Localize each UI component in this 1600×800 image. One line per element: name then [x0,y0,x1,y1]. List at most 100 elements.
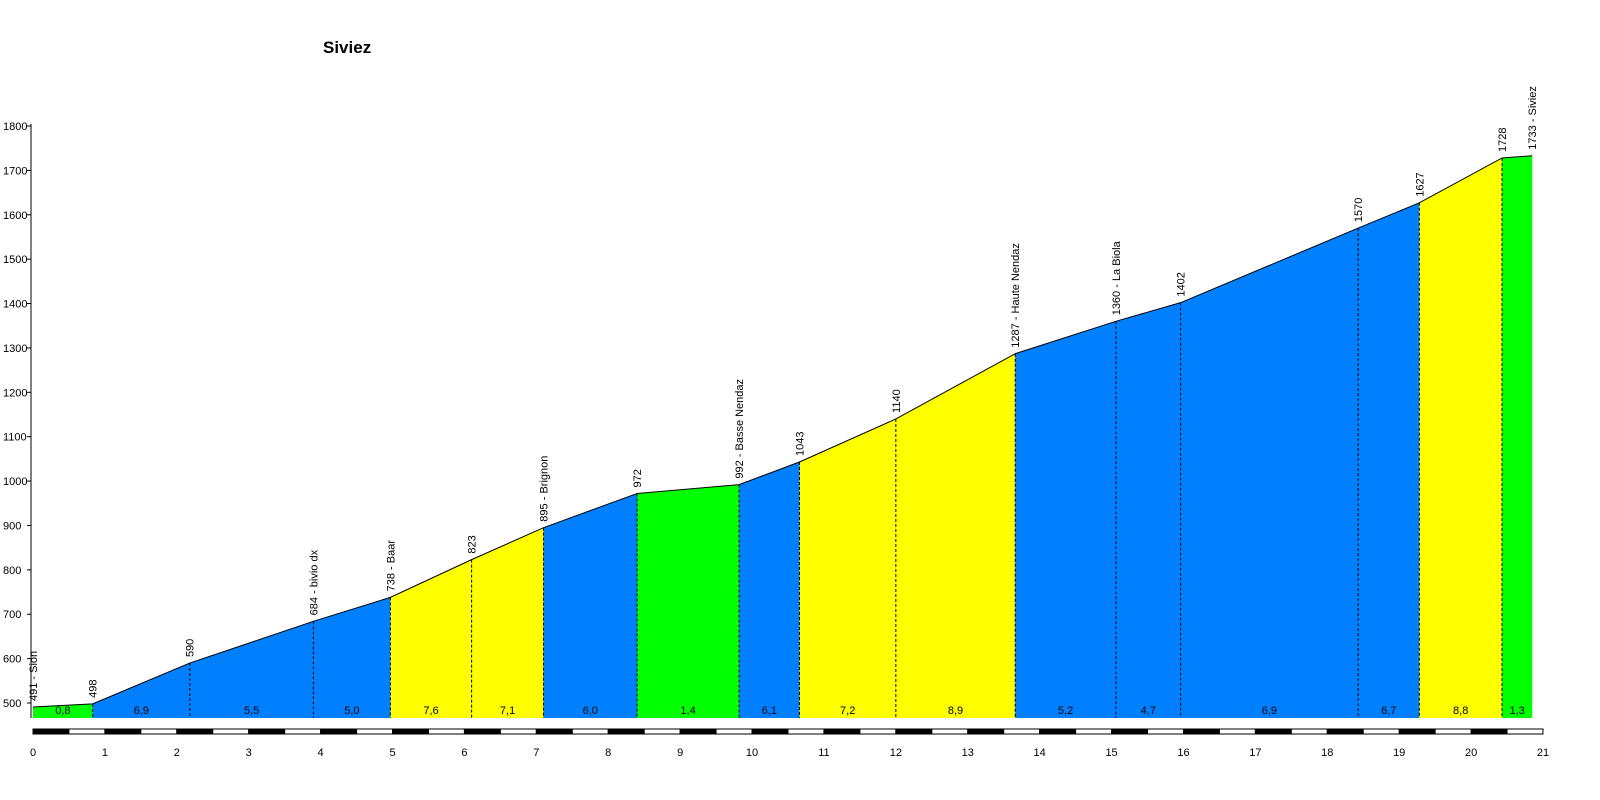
y-tick-label: 1800 [3,121,27,133]
scale-bar-block [1111,728,1149,735]
segment-area [313,597,391,718]
scale-bar-block [392,728,429,735]
scale-bar-block [1506,728,1544,735]
point-label: 1728 [1497,127,1509,151]
scale-bar-block [823,728,861,735]
point-label: 992 - Basse Nendaz [734,379,746,479]
segment-area [1419,157,1503,719]
scale-bar-block [1362,728,1400,735]
gradient-label: 6,0 [583,705,598,717]
x-tick-label: 4 [318,747,324,759]
segment-area [637,484,740,718]
scale-bar-block [1003,728,1041,735]
scale-bar-block [571,728,609,735]
gradient-label: 7,1 [500,705,515,717]
scale-bar-block [787,728,825,735]
scale-bar-block [967,728,1005,735]
point-label: 895 - Brignon [539,456,551,522]
gradient-label: 6,9 [134,705,149,717]
y-tick-label: 900 [3,520,21,532]
y-tick-label: 1200 [3,387,27,399]
gradient-label: 8,8 [1453,705,1468,717]
scale-bar-block [1075,728,1113,735]
segment-area [799,418,896,718]
scale-bar-block [1290,728,1328,735]
scale-bar-block [1434,728,1472,735]
segment-area [1180,228,1359,719]
scale-bar-block [176,728,214,735]
x-tick-label: 12 [890,747,902,759]
segment-area [471,527,544,718]
point-label: 1140 [891,389,903,413]
point-label: 1360 - La Biola [1111,240,1123,315]
scale-bar-block [535,728,573,735]
x-tick-label: 1 [102,747,108,759]
scale-bar-block [643,728,681,735]
x-tick-label: 8 [605,747,611,759]
point-label: 1043 [795,432,807,456]
point-label: 972 [632,469,644,487]
gradient-label: 6,9 [1262,705,1277,717]
segment-area [189,621,314,718]
point-label: 1733 - Siviez [1527,86,1539,150]
scale-bar-block [499,728,537,735]
y-tick-label: 1500 [3,254,27,266]
point-label: 590 [185,639,197,657]
x-tick-label: 15 [1105,747,1117,759]
gradient-label: 6,7 [1381,705,1396,717]
scale-bar-block [248,728,286,735]
x-tick-label: 13 [962,747,974,759]
point-label: 1627 [1414,172,1426,196]
gradient-label: 6,1 [762,705,777,717]
segment-area [1502,155,1533,719]
scale-bar-block [679,728,717,735]
point-label: 498 [88,680,100,698]
gradient-label: 1,4 [680,705,695,717]
scale-bar-block [895,728,933,735]
segment-area [543,493,637,718]
gradient-label: 1,3 [1509,705,1524,717]
x-tick-label: 21 [1537,747,1549,759]
segment-area [33,703,93,718]
scale-bar-block [104,728,142,735]
x-tick-label: 9 [677,747,683,759]
scale-bar-block [1398,728,1436,735]
segment-area [92,663,190,718]
scale-bar-block [931,728,969,735]
scale-bar-block [1254,728,1292,735]
scale-bar-block [1039,728,1077,735]
segment-area [1115,302,1181,718]
x-tick-label: 19 [1393,747,1405,759]
scale-bar-block [1470,728,1508,735]
gradient-label: 7,2 [840,705,855,717]
scale-bar-block [212,728,250,735]
y-tick-label: 500 [3,698,21,710]
segment-area [739,461,800,718]
y-tick-label: 1100 [3,432,27,444]
x-tick-label: 7 [533,747,539,759]
scale-bar-block [715,728,753,735]
scale-bar-block [140,728,178,735]
scale-bar-block [859,728,897,735]
scale-bar-block [1218,728,1256,735]
scale-bar-block [68,728,106,735]
gradient-label: 5,2 [1058,705,1073,717]
scale-bar-block [463,728,501,735]
scale-bar-block [320,728,358,735]
gradient-label: 8,9 [948,705,963,717]
scale-bar-block [1182,728,1220,735]
y-tick-label: 1700 [3,165,27,177]
x-tick-label: 16 [1177,747,1189,759]
y-tick-label: 1300 [3,343,27,355]
gradient-label: 5,0 [344,705,359,717]
x-tick-label: 18 [1321,747,1333,759]
x-tick-label: 2 [174,747,180,759]
y-tick-label: 800 [3,565,21,577]
x-tick-label: 14 [1034,747,1046,759]
point-label: 684 - bivio dx [308,549,320,615]
x-tick-label: 0 [30,747,36,759]
scale-bar-block [32,728,70,735]
scale-bar-block [1147,728,1184,735]
segment-area [1015,321,1116,718]
